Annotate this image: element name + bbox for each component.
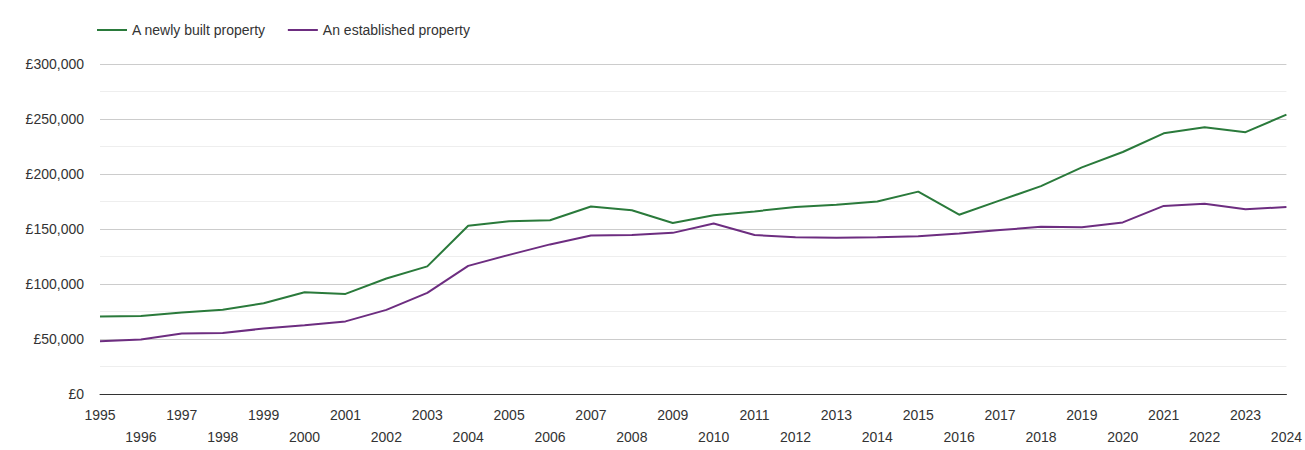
svg-text:2022: 2022 <box>1189 429 1220 445</box>
svg-text:1997: 1997 <box>166 407 197 423</box>
svg-text:2014: 2014 <box>862 429 893 445</box>
svg-text:2024: 2024 <box>1271 429 1302 445</box>
svg-text:£250,000: £250,000 <box>26 111 85 127</box>
svg-text:£150,000: £150,000 <box>26 221 85 237</box>
svg-text:£100,000: £100,000 <box>26 276 85 292</box>
svg-text:2017: 2017 <box>984 407 1015 423</box>
svg-text:2023: 2023 <box>1230 407 1261 423</box>
svg-text:2005: 2005 <box>494 407 525 423</box>
svg-text:1999: 1999 <box>248 407 279 423</box>
svg-text:1996: 1996 <box>125 429 156 445</box>
svg-text:2015: 2015 <box>903 407 934 423</box>
svg-text:1995: 1995 <box>84 407 115 423</box>
svg-text:2019: 2019 <box>1066 407 1097 423</box>
svg-text:£0: £0 <box>68 386 84 402</box>
svg-text:2018: 2018 <box>1025 429 1056 445</box>
svg-text:2016: 2016 <box>944 429 975 445</box>
svg-text:1998: 1998 <box>207 429 238 445</box>
svg-text:An established property: An established property <box>323 22 470 38</box>
svg-text:2021: 2021 <box>1148 407 1179 423</box>
svg-text:£300,000: £300,000 <box>26 56 85 72</box>
svg-text:2002: 2002 <box>371 429 402 445</box>
svg-text:£50,000: £50,000 <box>33 331 84 347</box>
svg-text:A newly built property: A newly built property <box>132 22 265 38</box>
svg-text:£200,000: £200,000 <box>26 166 85 182</box>
svg-text:2010: 2010 <box>698 429 729 445</box>
svg-text:2006: 2006 <box>534 429 565 445</box>
svg-text:2013: 2013 <box>821 407 852 423</box>
svg-text:2007: 2007 <box>575 407 606 423</box>
svg-text:2000: 2000 <box>289 429 320 445</box>
svg-text:2009: 2009 <box>657 407 688 423</box>
svg-text:2004: 2004 <box>453 429 484 445</box>
svg-text:2012: 2012 <box>780 429 811 445</box>
svg-text:2001: 2001 <box>330 407 361 423</box>
svg-text:2008: 2008 <box>616 429 647 445</box>
svg-text:2020: 2020 <box>1107 429 1138 445</box>
svg-text:2011: 2011 <box>740 407 770 423</box>
svg-text:2003: 2003 <box>412 407 443 423</box>
